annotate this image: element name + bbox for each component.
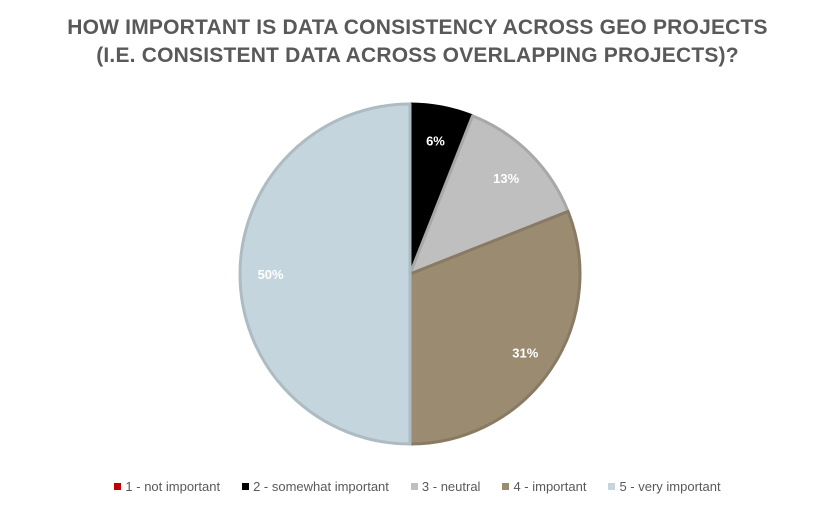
legend-swatch-2: [242, 483, 250, 490]
legend-label-2: 2 - somewhat important: [253, 479, 389, 494]
legend-label-5: 5 - very important: [619, 479, 721, 494]
slice-label-2: 6%: [426, 133, 445, 148]
chart-title: HOW IMPORTANT IS DATA CONSISTENCY ACROSS…: [0, 14, 835, 70]
chart-title-line-1: HOW IMPORTANT IS DATA CONSISTENCY ACROSS…: [67, 16, 768, 39]
legend-label-4: 4 - important: [513, 479, 587, 494]
slice-label-5: 50%: [258, 267, 284, 282]
legend-swatch-4: [502, 483, 510, 490]
legend-item-1: 1 - not important: [114, 479, 220, 494]
legend-item-2: 2 - somewhat important: [242, 479, 389, 494]
pie-slice-3: [408, 114, 570, 276]
legend: 1 - not important 2 - somewhat important 3…: [0, 479, 835, 494]
legend-swatch-1: [114, 483, 122, 490]
legend-label-1: 1 - not important: [125, 479, 221, 494]
legend-item-3: 3 - neutral: [410, 479, 481, 494]
chart-title-line-2: (I.E. CONSISTENT DATA ACROSS OVERLAPPING…: [96, 44, 739, 67]
legend-label-3: 3 - neutral: [421, 479, 481, 494]
pie-slice-5: [238, 102, 412, 446]
legend-swatch-5: [608, 483, 616, 490]
pie-slice-4: [408, 209, 582, 446]
legend-swatch-3: [410, 483, 418, 490]
slice-label-4: 31%: [512, 345, 538, 360]
legend-item-5: 5 - very important: [608, 479, 721, 494]
slice-label-3: 13%: [493, 171, 519, 186]
legend-item-4: 4 - important: [502, 479, 586, 494]
